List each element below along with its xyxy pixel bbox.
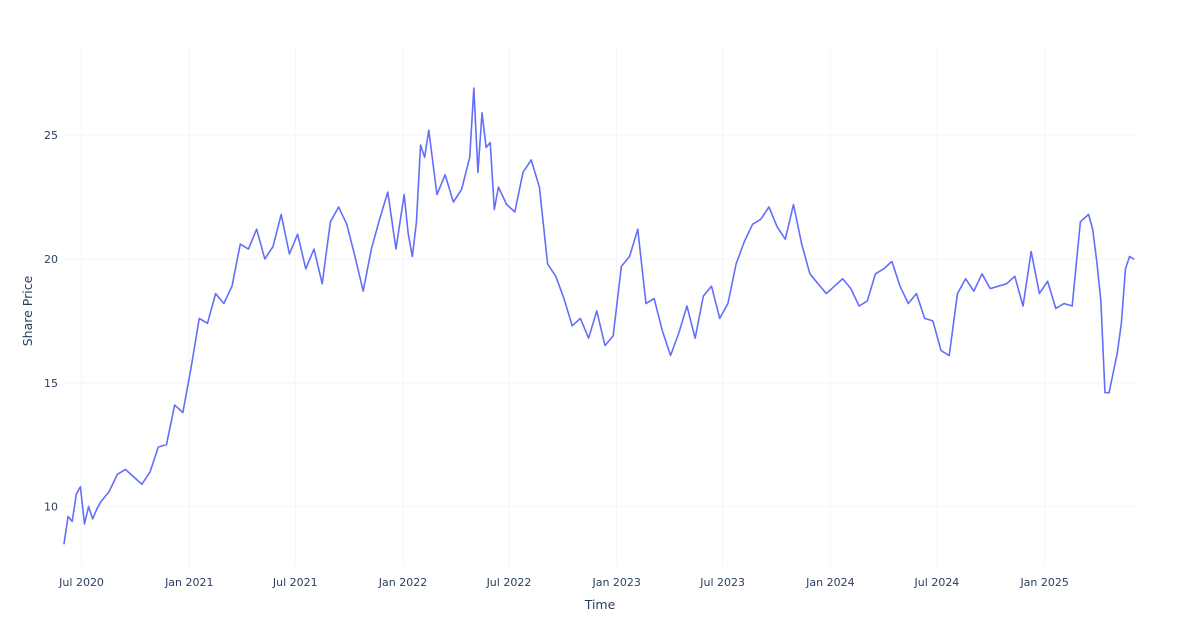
y-tick-label: 25 <box>44 129 58 142</box>
x-tick-label: Jul 2022 <box>486 576 532 589</box>
y-tick-label: 15 <box>44 377 58 390</box>
y-axis-ticks: 10 15 20 25 <box>44 129 58 513</box>
x-tick-label: Jul 2020 <box>58 576 104 589</box>
x-tick-label: Jan 2025 <box>1019 576 1068 589</box>
series-layer <box>63 87 1135 545</box>
x-tick-label: Jan 2023 <box>591 576 640 589</box>
x-tick-label: Jul 2024 <box>914 576 960 589</box>
gridlines <box>64 46 1136 566</box>
x-tick-label: Jul 2021 <box>272 576 318 589</box>
y-tick-label: 20 <box>44 253 58 266</box>
share-price-series-line <box>63 87 1135 545</box>
x-tick-label: Jan 2022 <box>378 576 427 589</box>
x-axis-ticks: Jul 2020 Jan 2021 Jul 2021 Jan 2022 Jul 2022… <box>58 576 1069 589</box>
x-tick-label: Jul 2023 <box>699 576 745 589</box>
x-tick-label: Jan 2024 <box>805 576 854 589</box>
y-axis-title: Share Price <box>20 275 35 346</box>
x-axis-title: Time <box>584 597 616 612</box>
y-tick-label: 10 <box>44 501 58 514</box>
x-tick-label: Jan 2021 <box>164 576 213 589</box>
